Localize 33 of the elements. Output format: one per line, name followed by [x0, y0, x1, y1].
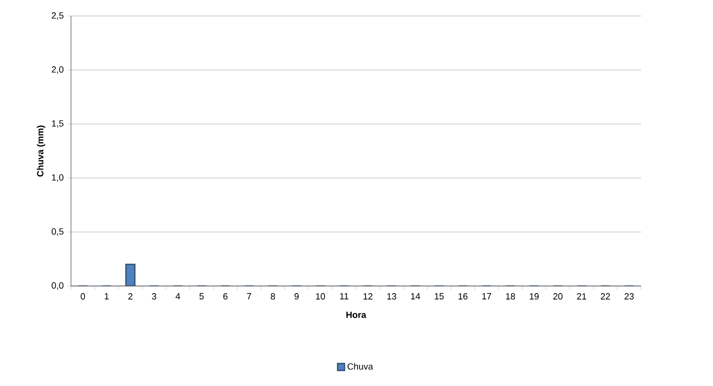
x-tick-label: 13	[387, 293, 396, 300]
x-tick-label: 2	[128, 293, 132, 300]
x-tick-label: 0	[80, 293, 86, 300]
x-tick-label: 5	[199, 293, 204, 300]
y-tick-label: 2,5	[52, 12, 64, 20]
x-tick-label: 20	[553, 293, 563, 300]
y-tick-label: 0,0	[52, 282, 64, 290]
y-axis-title: Chuva (mm)	[36, 126, 46, 177]
x-tick-label: 17	[482, 293, 492, 300]
x-tick-label: 11	[340, 293, 348, 300]
x-tick-label: 9	[294, 293, 299, 300]
x-tick-label: 3	[152, 293, 156, 300]
x-tick-label: 12	[364, 293, 372, 300]
x-tick-label: 6	[223, 293, 228, 300]
y-tick-label: 1,0	[52, 174, 64, 182]
legend-label: Chuva	[348, 363, 374, 370]
y-tick-label: 2,0	[52, 66, 64, 74]
x-tick-label: 18	[506, 293, 515, 300]
y-tick-label: 1,5	[52, 120, 64, 128]
x-tick-label: 8	[270, 293, 275, 300]
x-tick-label: 16	[458, 293, 468, 300]
x-tick-label: 14	[411, 293, 420, 300]
y-tick-label: 0,5	[52, 228, 64, 236]
x-tick-label: 1	[104, 293, 109, 300]
x-tick-label: 19	[530, 293, 539, 300]
x-tick-label: 23	[624, 293, 634, 300]
x-axis-title: Hora	[346, 312, 366, 318]
x-tick-label: 4	[176, 293, 180, 300]
x-tick-label: 15	[434, 293, 444, 300]
x-tick-label: 10	[316, 293, 326, 300]
x-tick-label: 21	[577, 293, 586, 300]
x-tick-label: 22	[600, 293, 610, 300]
x-tick-label: 7	[247, 293, 252, 300]
